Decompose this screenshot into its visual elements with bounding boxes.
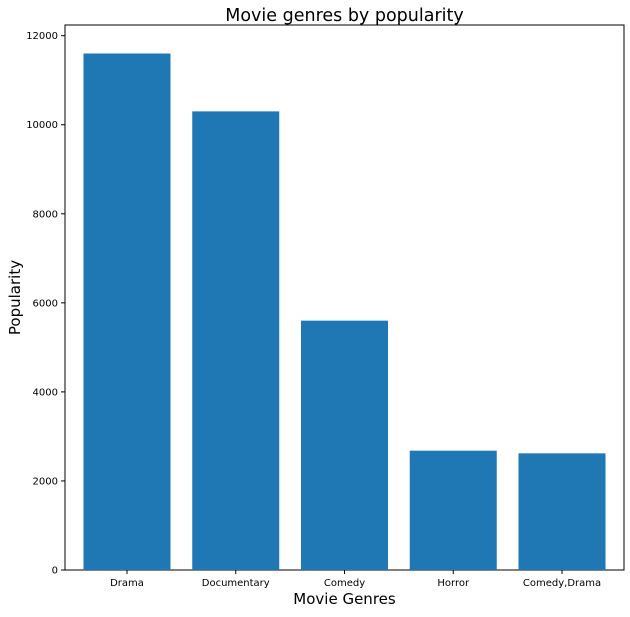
y-axis-title: Popularity — [6, 260, 24, 335]
y-tick-label: 2000 — [33, 476, 58, 487]
y-tick-label: 10000 — [26, 120, 58, 131]
y-tick-label: 6000 — [33, 298, 58, 309]
bar-drama — [83, 53, 171, 570]
y-axis: 0 2000 4000 6000 8000 10000 12000 — [26, 31, 65, 577]
y-tick-label: 4000 — [33, 387, 58, 398]
bar-horror — [409, 450, 497, 570]
x-tick-label: Horror — [437, 578, 470, 589]
x-tick-label: Documentary — [202, 578, 270, 589]
x-axis: Drama Documentary Comedy Horror Comedy,Drama — [110, 570, 601, 589]
bar-comedy — [301, 320, 388, 570]
y-tick-label: 8000 — [33, 209, 58, 220]
chart-title: Movie genres by popularity — [225, 6, 463, 26]
x-tick-label: Comedy,Drama — [523, 578, 601, 589]
y-tick-label: 12000 — [26, 31, 58, 42]
bar-comedy-drama — [518, 453, 606, 570]
x-tick-label: Drama — [110, 578, 144, 589]
bars-group — [83, 53, 606, 570]
bar-documentary — [192, 111, 280, 570]
x-tick-label: Comedy — [324, 578, 365, 589]
x-axis-title: Movie Genres — [293, 590, 396, 608]
y-tick-label: 0 — [52, 566, 58, 577]
